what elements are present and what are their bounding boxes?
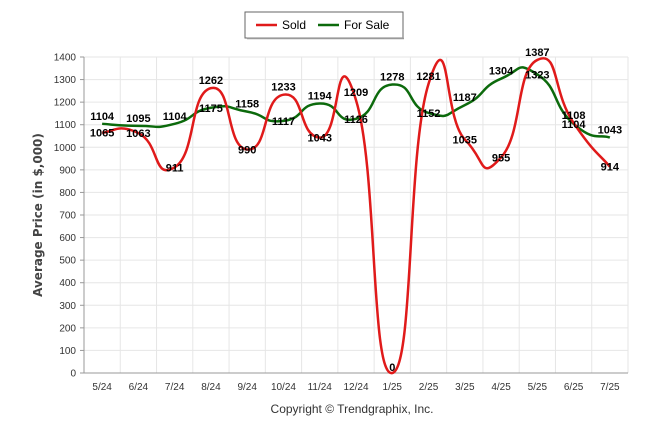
series-line-for-sale <box>102 66 611 139</box>
data-label-sold: 1035 <box>453 134 477 146</box>
data-label-for-sale: 1152 <box>417 108 441 120</box>
data-label-for-sale: 1043 <box>598 125 622 137</box>
data-label-for-sale: 1104 <box>562 119 587 131</box>
y-tick-label: 1000 <box>54 143 77 154</box>
data-label-for-sale: 1194 <box>308 90 333 102</box>
data-label-for-sale: 1304 <box>489 66 514 78</box>
y-tick-label: 700 <box>59 211 76 222</box>
y-tick-label: 900 <box>59 165 76 176</box>
y-tick-label: 1400 <box>54 53 77 64</box>
y-tick-label: 600 <box>59 233 76 244</box>
data-label-sold: 0 <box>389 362 395 374</box>
data-label-for-sale: 1158 <box>235 99 259 111</box>
data-label-sold: 1209 <box>344 87 368 99</box>
data-label-for-sale: 1187 <box>453 92 477 104</box>
y-tick-label: 200 <box>59 323 76 334</box>
data-label-sold: 911 <box>166 162 184 174</box>
data-label-for-sale: 1126 <box>344 114 368 126</box>
data-label-for-sale: 1104 <box>90 111 115 123</box>
y-tick-label: 400 <box>59 278 76 289</box>
axis-layer: 0 100 200 300 400 500 600 700 800 900 1000 1100 1200… <box>54 53 628 393</box>
x-tick-label: 10/24 <box>271 382 296 393</box>
data-label-sold: 1387 <box>525 47 549 59</box>
y-tick-label: 1200 <box>54 98 77 109</box>
x-tick-label: 1/25 <box>383 382 403 393</box>
x-tick-label: 6/24 <box>129 382 149 393</box>
y-tick-label: 500 <box>59 256 76 267</box>
data-label-for-sale: 1095 <box>126 113 150 125</box>
data-label-for-sale: 1323 <box>525 69 549 81</box>
y-axis-title: Average Price (in $,000) <box>31 133 45 297</box>
legend: Sold For Sale <box>244 11 404 40</box>
data-label-sold: 1108 <box>562 110 586 122</box>
y-tick-label: 1100 <box>54 120 76 131</box>
data-label-sold: 1233 <box>271 82 295 94</box>
grid-layer <box>83 56 629 374</box>
x-tick-label: 5/24 <box>92 382 112 393</box>
x-tick-label: 12/24 <box>343 382 368 393</box>
y-tick-label: 1300 <box>54 75 77 86</box>
data-label-sold: 1262 <box>199 75 223 87</box>
x-tick-label: 8/24 <box>201 382 221 393</box>
data-label-sold: 914 <box>601 162 620 174</box>
data-label-sold: 1065 <box>90 128 114 140</box>
x-tick-label: 6/25 <box>564 382 584 393</box>
copyright-text: Copyright © Trendgraphix, Inc. <box>271 402 434 416</box>
data-label-for-sale: 1175 <box>199 103 223 115</box>
series-layer <box>102 57 611 375</box>
y-tick-label: 300 <box>59 301 76 312</box>
data-label-layer: 1065 1063 911 1262 990 1233 1043 1209 0 1281 1035 9… <box>90 47 622 374</box>
x-tick-label: 2/25 <box>419 382 439 393</box>
legend-label-for-sale: For Sale <box>344 18 390 32</box>
data-label-sold: 955 <box>492 152 510 164</box>
legend-label-sold: Sold <box>282 18 306 32</box>
data-label-sold: 1281 <box>416 71 440 83</box>
y-tick-label: 0 <box>70 369 76 380</box>
y-tick-label: 800 <box>59 188 76 199</box>
x-tick-label: 3/25 <box>455 382 475 393</box>
y-tick-label: 100 <box>59 346 76 357</box>
data-label-for-sale: 1104 <box>163 111 188 123</box>
x-tick-label: 7/25 <box>600 382 620 393</box>
x-tick-label: 5/25 <box>528 382 548 393</box>
series-line-sold <box>102 57 611 375</box>
data-label-sold: 1063 <box>126 128 150 140</box>
data-label-for-sale: 1278 <box>380 72 404 84</box>
x-tick-label: 9/24 <box>237 382 257 393</box>
x-tick-label: 7/24 <box>165 382 185 393</box>
x-tick-label: 4/25 <box>491 382 511 393</box>
data-label-sold: 1043 <box>307 133 331 145</box>
data-label-for-sale: 1117 <box>272 116 295 128</box>
data-label-sold: 990 <box>238 145 256 157</box>
x-tick-label: 11/24 <box>308 382 333 393</box>
